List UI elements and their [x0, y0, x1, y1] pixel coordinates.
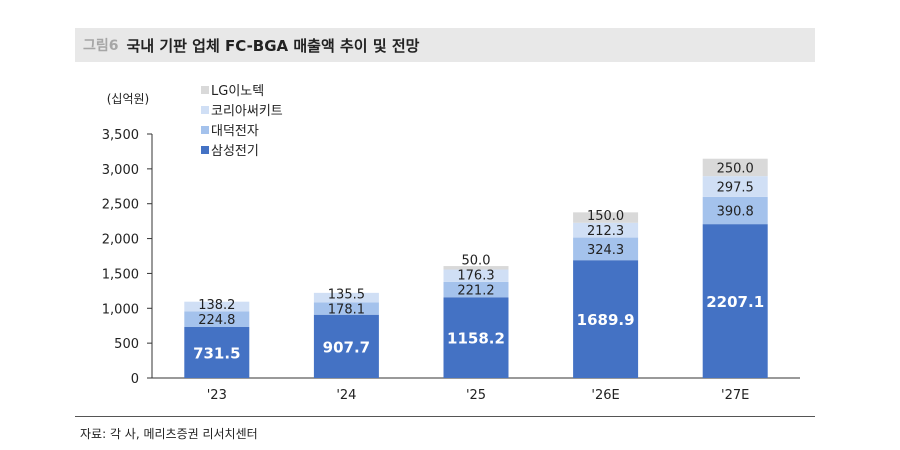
legend-label: 삼성전기 — [211, 144, 259, 159]
data-label: 176.3 — [457, 269, 494, 284]
bar-segment — [443, 281, 509, 298]
bar-segment — [184, 301, 250, 312]
data-label: 135.5 — [328, 288, 365, 303]
data-label: 390.8 — [717, 205, 754, 220]
data-label: 50.0 — [462, 254, 491, 269]
y-tick-label: 3,000 — [102, 163, 139, 178]
bar-segment — [184, 327, 250, 378]
x-tick-label: '24 — [336, 388, 356, 403]
data-label: 1689.9 — [577, 311, 635, 329]
y-tick-label: 500 — [114, 337, 139, 352]
y-tick-label: 1,000 — [102, 302, 139, 317]
x-tick-label: '23 — [207, 388, 227, 403]
title-bar: 그림6 국내 기판 업체 FC-BGA 매출액 추이 및 전망 — [75, 28, 815, 62]
legend-swatch — [201, 106, 209, 114]
data-label: 178.1 — [328, 303, 365, 318]
legend-swatch — [201, 126, 209, 134]
data-label: 731.5 — [193, 345, 240, 363]
bar-segment — [573, 237, 639, 261]
data-label: 907.7 — [323, 338, 370, 356]
data-label: 212.3 — [587, 224, 624, 239]
data-label: 150.0 — [587, 209, 624, 224]
x-tick-label: '27E — [721, 388, 749, 403]
data-label: 224.8 — [198, 313, 235, 328]
x-tick-label: '26E — [591, 388, 619, 403]
bar-segment — [702, 176, 768, 197]
data-label: 221.2 — [457, 284, 494, 299]
y-tick-label: 2,000 — [102, 233, 139, 248]
data-label: 1158.2 — [447, 330, 505, 348]
y-tick-label: 2,500 — [102, 198, 139, 213]
divider — [75, 416, 815, 417]
chart-title: 국내 기판 업체 FC-BGA 매출액 추이 및 전망 — [126, 36, 420, 55]
legend-swatch — [201, 86, 209, 94]
y-tick-label: 3,500 — [102, 128, 139, 143]
bar-segment — [573, 222, 639, 238]
legend-label: LG이노텍 — [211, 84, 264, 99]
bar-segment — [313, 302, 379, 315]
data-label: 250.0 — [717, 161, 754, 176]
bar-segment — [443, 266, 509, 270]
bar-segment — [573, 260, 639, 378]
bar-segment — [702, 196, 768, 225]
bar-segment — [313, 314, 379, 378]
data-label: 324.3 — [587, 243, 624, 258]
source-note: 자료: 각 사, 메리츠증권 리서치센터 — [80, 427, 258, 441]
bar-segment — [702, 158, 768, 177]
data-label: 297.5 — [717, 181, 754, 196]
y-axis-label: (십억원) — [107, 92, 149, 106]
x-tick-label: '25 — [466, 388, 486, 403]
legend-label: 대덕전자 — [211, 124, 259, 139]
bar-segment — [443, 297, 509, 378]
bar-segment — [184, 311, 250, 328]
bar-segment — [313, 292, 379, 303]
figure-label: 그림6 — [83, 38, 119, 54]
legend-label: 코리아써키트 — [211, 104, 283, 119]
bar-segment — [443, 269, 509, 282]
bar-segment — [573, 212, 639, 223]
legend-swatch — [201, 146, 209, 154]
y-tick-label: 1,500 — [102, 267, 139, 282]
y-tick-label: 0 — [131, 372, 139, 387]
bar-segment — [702, 224, 768, 378]
data-label: 138.2 — [198, 298, 235, 313]
data-label: 2207.1 — [706, 293, 764, 311]
